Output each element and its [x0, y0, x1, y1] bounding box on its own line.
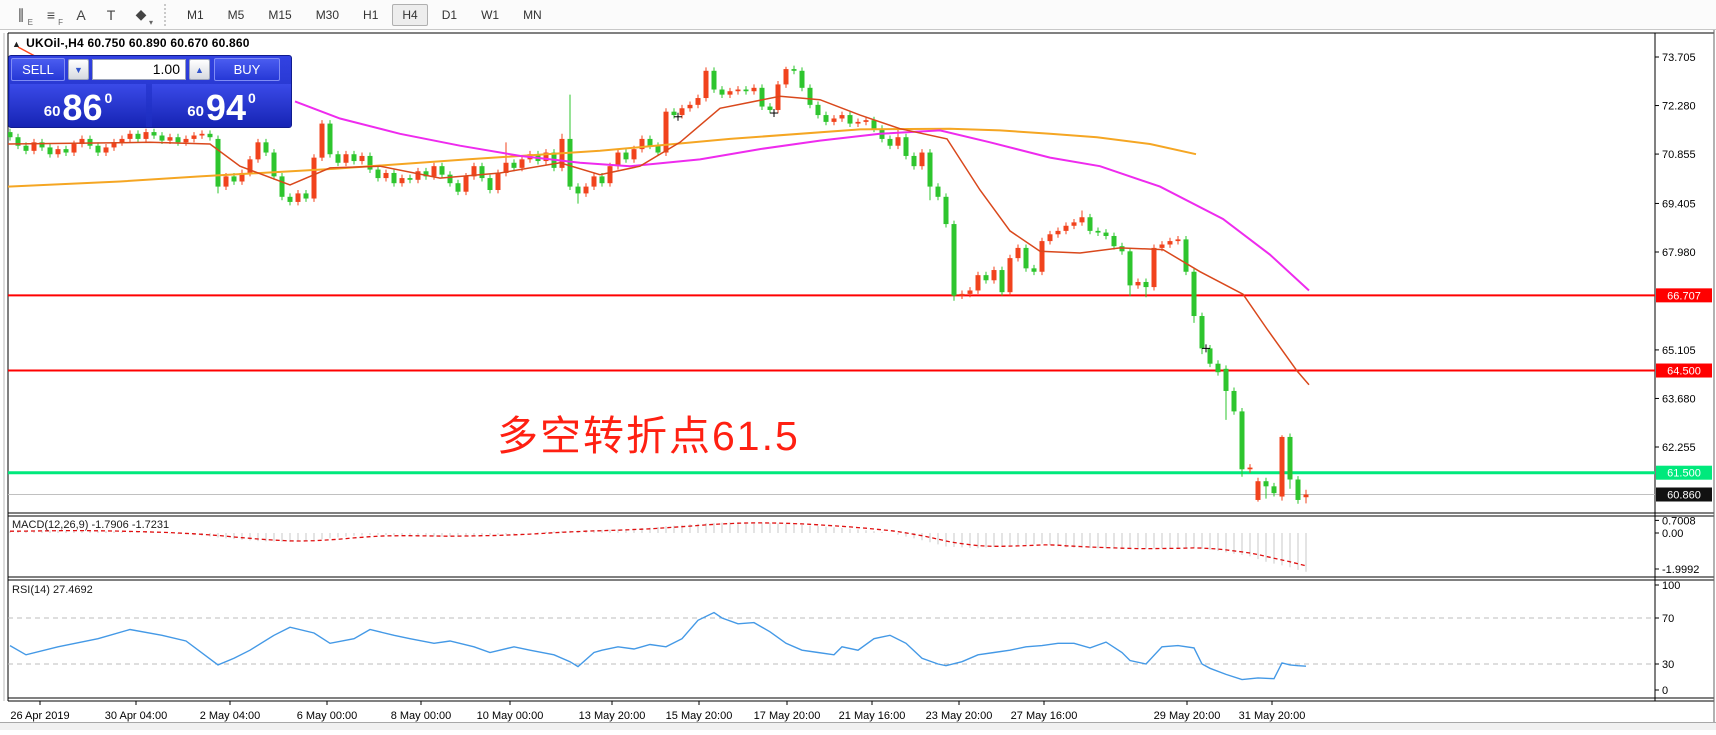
volume-decrease-button[interactable]: ▼ [68, 59, 89, 80]
svg-text:72.280: 72.280 [1662, 101, 1696, 113]
buy-price-main: 94 [205, 86, 246, 128]
svg-text:61.500: 61.500 [1667, 468, 1701, 480]
svg-text:29 May 20:00: 29 May 20:00 [1154, 710, 1221, 722]
svg-text:62.255: 62.255 [1662, 442, 1696, 454]
rsi-indicator-label: RSI(14) 27.4692 [12, 584, 93, 596]
svg-text:69.405: 69.405 [1662, 198, 1696, 210]
timeframe-button-W1[interactable]: W1 [481, 7, 500, 22]
svg-text:17 May 20:00: 17 May 20:00 [754, 710, 821, 722]
buy-button[interactable]: BUY [214, 58, 280, 81]
svg-text:63.680: 63.680 [1662, 393, 1696, 405]
svg-text:-1.9992: -1.9992 [1662, 564, 1699, 576]
svg-text:100: 100 [1662, 580, 1680, 592]
svg-text:66.707: 66.707 [1667, 290, 1701, 302]
svg-text:6 May 00:00: 6 May 00:00 [297, 710, 358, 722]
panel-borders [3, 30, 1715, 726]
sell-price-block[interactable]: 60 86 0 [10, 84, 146, 127]
svg-text:60.860: 60.860 [1667, 490, 1701, 502]
svg-text:23 May 20:00: 23 May 20:00 [926, 710, 993, 722]
volume-input[interactable]: 1.00 [92, 59, 186, 80]
timeframe-button-D1[interactable]: D1 [441, 7, 458, 22]
rsi-line [9, 611, 1307, 681]
symbol-ohlc-label: UKOil-,H4 60.750 60.890 60.670 60.860 [26, 36, 250, 50]
svg-text:65.105: 65.105 [1662, 345, 1696, 357]
buy-price-pip: 0 [247, 90, 256, 106]
timeframe-button-M1[interactable]: M1 [187, 7, 204, 22]
svg-text:70: 70 [1662, 613, 1674, 625]
sell-price-prefix: 60 [43, 103, 61, 120]
shapes-menu-icon[interactable]: ◆ ▾ [135, 6, 153, 27]
text-tool-icon[interactable]: T [106, 6, 116, 23]
toolbar-separator [164, 3, 171, 26]
svg-text:13 May 20:00: 13 May 20:00 [579, 710, 646, 722]
timeframe-button-M30[interactable]: M30 [315, 7, 340, 22]
chart-window: 73.705 72.280 70.855 69.405 67.980 65.105 63.6… [0, 30, 1716, 730]
svg-text:26 Apr 2019: 26 Apr 2019 [10, 710, 69, 722]
price-axis[interactable]: 73.705 72.280 70.855 69.405 67.980 65.105 63.6… [1655, 52, 1712, 697]
volume-increase-button[interactable]: ▲ [189, 59, 210, 80]
timeframe-button-MN[interactable]: MN [523, 7, 542, 22]
chart-annotation-text: 多空转折点61.5 [497, 413, 800, 459]
buy-price-prefix: 60 [187, 103, 204, 120]
moving-averages [8, 95, 1310, 386]
equidistant-channel-icon[interactable]: ∥ E [17, 6, 34, 27]
sell-price-pip: 0 [104, 90, 113, 106]
spin-down-icon: ▼ [74, 64, 83, 75]
chart-header: ▲ UKOil-,H4 60.750 60.890 60.670 60.860 [12, 36, 250, 50]
timeframe-button-H1[interactable]: H1 [363, 7, 379, 22]
ma-mid-line [294, 100, 1310, 292]
svg-text:0: 0 [1662, 685, 1668, 697]
macd-indicator-label: MACD(12,26,9) -1.7906 -1.7231 [12, 519, 170, 531]
svg-text:0.00: 0.00 [1662, 528, 1683, 540]
svg-text:27 May 16:00: 27 May 16:00 [1011, 710, 1078, 722]
svg-text:30: 30 [1662, 659, 1674, 671]
timeframe-button-H4[interactable]: H4 [392, 3, 428, 26]
ma-fast-line [8, 95, 1310, 386]
date-axis[interactable]: 26 Apr 2019 30 Apr 04:00 2 May 04:00 6 May … [10, 701, 1305, 722]
svg-text:15 May 20:00: 15 May 20:00 [666, 710, 733, 722]
timeframe-button-M5[interactable]: M5 [227, 7, 245, 22]
spin-up-icon: ▲ [195, 64, 204, 75]
svg-text:21 May 16:00: 21 May 16:00 [839, 710, 906, 722]
chart-canvas[interactable]: 73.705 72.280 70.855 69.405 67.980 65.105 63.6… [0, 30, 1716, 730]
rsi-panel [8, 611, 1655, 681]
text-label-icon[interactable]: A [76, 6, 86, 23]
window-bottom-strip [0, 722, 1716, 730]
svg-text:8 May 00:00: 8 May 00:00 [391, 710, 452, 722]
collapse-arrow-icon[interactable]: ▲ [12, 39, 22, 49]
svg-text:70.855: 70.855 [1662, 149, 1696, 161]
svg-text:67.980: 67.980 [1662, 247, 1696, 259]
svg-text:10 May 00:00: 10 May 00:00 [477, 710, 544, 722]
sell-button[interactable]: SELL [11, 58, 65, 81]
buy-price-block[interactable]: 60 94 0 [152, 84, 291, 127]
macd-panel [9, 522, 1307, 572]
svg-text:73.705: 73.705 [1662, 52, 1696, 64]
horizontal-level-lines[interactable] [8, 294, 1655, 496]
candlestick-series [8, 65, 1309, 504]
one-click-trade-panel: SELL ▼ 1.00 ▲ BUY 60 86 0 60 94 0 [8, 55, 292, 128]
svg-text:64.500: 64.500 [1667, 366, 1701, 378]
sell-price-main: 86 [62, 86, 103, 128]
ma-slow-line [8, 127, 1197, 188]
fibonacci-retracement-icon[interactable]: ≡ F [46, 6, 63, 27]
svg-text:2 May 04:00: 2 May 04:00 [200, 710, 261, 722]
svg-text:30 Apr 04:00: 30 Apr 04:00 [105, 710, 167, 722]
svg-text:0.7008: 0.7008 [1662, 515, 1696, 527]
timeframe-button-M15[interactable]: M15 [268, 7, 292, 22]
svg-text:31 May 20:00: 31 May 20:00 [1239, 710, 1306, 722]
top-toolbar: ∥ E ≡ F A T ◆ ▾ M1 M5 M15 M30 H1 H4 D1 W1 MN [0, 0, 1716, 30]
